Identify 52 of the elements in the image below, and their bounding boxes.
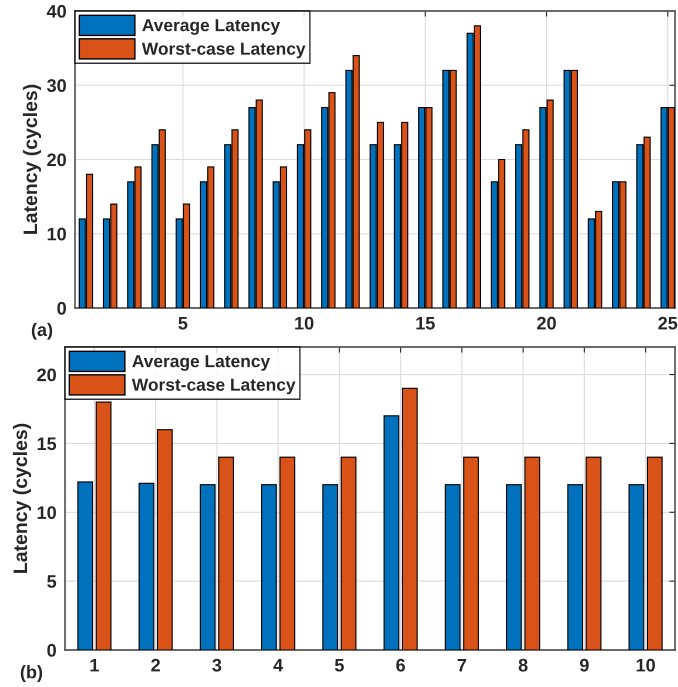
legend-label: Average Latency: [132, 355, 270, 371]
bar: [384, 415, 400, 650]
bar: [200, 484, 216, 650]
text: (a): [32, 322, 52, 340]
y-tick-label: 10: [48, 228, 66, 240]
x-tick-label: 15: [416, 316, 435, 330]
x-tick-label: 2: [151, 658, 160, 672]
bar: [77, 481, 94, 650]
legend-label: Worst-case Latency: [132, 378, 296, 394]
x-tick-label: 10: [636, 658, 655, 672]
bar: [138, 482, 154, 650]
x-tick-label: 5: [334, 658, 344, 672]
bar: [444, 484, 461, 650]
bar: [402, 388, 418, 650]
y-tick-label: 15: [38, 438, 56, 450]
x-tick-label: 4: [273, 658, 284, 672]
x-tick-label: 7: [458, 658, 466, 672]
bar: [218, 456, 234, 650]
x-tick-label: 10: [295, 316, 314, 330]
bar: [261, 484, 277, 650]
x-tick-label: 3: [212, 658, 222, 672]
y-axis-title: Latency (cycles): [12, 424, 32, 573]
bar: [524, 456, 540, 650]
x-tick-label: 5: [178, 316, 188, 330]
x-tick-label: 9: [580, 658, 589, 672]
bar: [567, 484, 584, 650]
x-tick-label: 1: [90, 658, 99, 672]
x-tick-label: 6: [396, 658, 405, 672]
x-tick-label: 25: [658, 316, 678, 330]
y-tick-label: 30: [47, 79, 66, 92]
x-tick-label: 8: [518, 658, 528, 672]
bar: [463, 456, 479, 650]
bar: [156, 429, 173, 650]
bar: [628, 484, 644, 650]
y-tick-label: 5: [47, 575, 56, 588]
bar: [279, 456, 296, 650]
bar: [586, 456, 602, 650]
bar: [506, 484, 522, 650]
bar: [322, 484, 338, 650]
legend-label: Average Latency: [142, 19, 280, 35]
y-tick-label: 0: [47, 644, 56, 657]
bar: [646, 456, 663, 650]
y-tick-label: 0: [57, 302, 66, 315]
y-tick-label: 40: [46, 4, 66, 18]
legend-label: Worst-case Latency: [142, 42, 306, 58]
bar: [340, 456, 356, 650]
y-tick-label: 10: [38, 506, 56, 519]
y-tick-label: 20: [37, 368, 56, 382]
y-axis-title: Latency (cycles): [22, 84, 42, 234]
x-tick-label: 20: [537, 316, 556, 330]
y-tick-label: 20: [47, 153, 66, 166]
text: (b): [20, 665, 42, 682]
